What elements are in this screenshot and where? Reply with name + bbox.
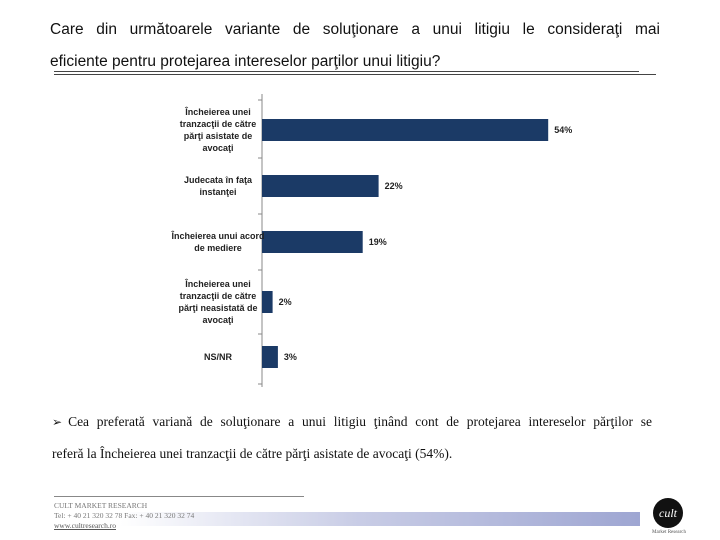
footer: CULT MARKET RESEARCH Tel: + 40 21 320 32… — [54, 501, 194, 531]
bar — [262, 175, 379, 197]
category-label: Încheierea unei tranzacţii de către părţi … — [178, 278, 257, 325]
divider-line — [54, 74, 656, 75]
value-label: 19% — [369, 237, 387, 247]
value-label: 2% — [279, 297, 292, 307]
category-label: Judecata în faţa instanţei — [184, 175, 253, 197]
category-label: Încheierea unei tranzacţii de către părţi … — [180, 106, 257, 153]
footer-contact: Tel: + 40 21 320 32 78 Fax: + 40 21 320 … — [54, 511, 195, 520]
logo-caption: Market Research — [652, 530, 687, 535]
arrow-bullet-icon: ➢ — [52, 415, 63, 429]
note-line-2: referă la Încheierea unei tranzacţii de … — [52, 446, 453, 461]
divider-line — [54, 71, 639, 72]
value-label: 54% — [554, 125, 572, 135]
bar — [262, 291, 273, 313]
category-label: NS/NR — [204, 352, 233, 362]
bar — [262, 231, 363, 253]
category-label: Încheierea unui acord de mediere — [170, 230, 264, 253]
footer-divider — [54, 496, 304, 497]
bar-chart: 54% Încheierea unei tranzacţii de către păr… — [170, 94, 572, 387]
company-logo: cult — [653, 498, 683, 528]
bar — [262, 346, 278, 368]
conclusion-note: ➢ Cea preferată variană de soluţionare a … — [52, 406, 652, 470]
footer-website-link[interactable]: www.cultresearch.ro — [54, 521, 116, 530]
bar — [262, 119, 549, 141]
value-label: 3% — [284, 352, 297, 362]
footer-gradient-band — [120, 512, 640, 526]
question-title: Care din următoarele variante de soluţio… — [50, 14, 660, 78]
question-line-1: Care din următoarele variante de soluţio… — [50, 21, 660, 38]
note-line-1: Cea preferată variană de soluţionare a u… — [68, 414, 652, 429]
footer-company: CULT MARKET RESEARCH — [54, 501, 148, 510]
value-label: 22% — [385, 181, 403, 191]
question-line-2: eficiente pentru protejarea intereselor … — [50, 53, 441, 70]
